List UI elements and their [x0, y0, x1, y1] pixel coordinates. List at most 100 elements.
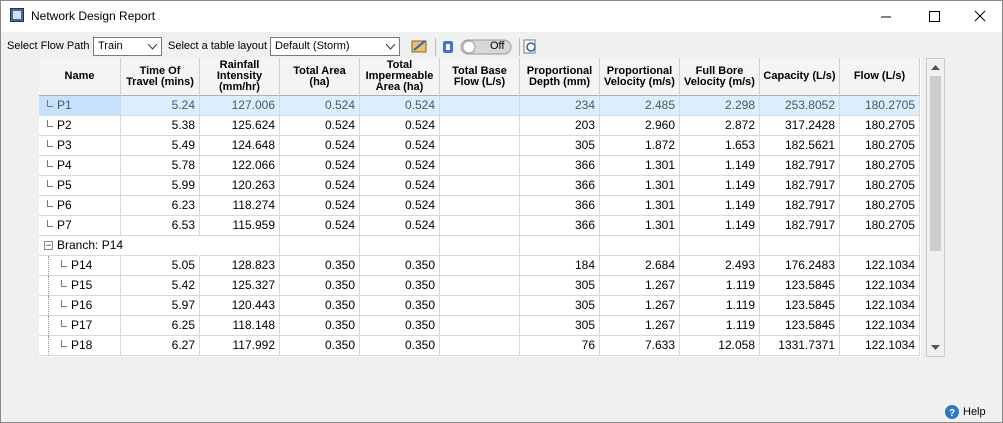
column-header: Total Base Flow (L/s)	[440, 58, 520, 96]
data-cell: 317.2428	[760, 116, 840, 136]
tree-connector	[61, 260, 67, 267]
data-cell: 366	[520, 156, 600, 176]
data-cell: 128.823	[200, 256, 280, 276]
data-cell: 1.119	[680, 296, 760, 316]
data-cell: 234	[520, 96, 600, 116]
toggle-label[interactable]: Off	[490, 40, 505, 52]
tree-connector	[61, 340, 67, 347]
name-cell: P17	[39, 316, 121, 336]
empty-cell	[200, 236, 280, 256]
column-header: Proportional Depth (mm)	[520, 58, 600, 96]
layout-select[interactable]: Default (Storm)	[270, 37, 400, 56]
empty-cell	[360, 236, 440, 256]
data-cell: 117.992	[200, 336, 280, 356]
name-cell: P4	[39, 156, 121, 176]
data-cell: 2.485	[600, 96, 680, 116]
title-bar: Network Design Report	[1, 1, 1002, 32]
data-cell: 182.5621	[760, 136, 840, 156]
data-cell: 0.524	[360, 196, 440, 216]
data-cell: 305	[520, 296, 600, 316]
tree-guide	[48, 276, 49, 296]
data-cell: 1.301	[600, 216, 680, 236]
name-cell: P2	[39, 116, 121, 136]
data-cell: 6.23	[121, 196, 200, 216]
data-cell: 2.684	[600, 256, 680, 276]
data-cell: 123.5845	[760, 296, 840, 316]
data-cell: 184	[520, 256, 600, 276]
name-cell: P3	[39, 136, 121, 156]
data-cell: 115.959	[200, 216, 280, 236]
help-icon[interactable]: ?	[944, 404, 960, 420]
data-cell: 182.7917	[760, 216, 840, 236]
data-cell: 0.524	[360, 156, 440, 176]
tree-connector	[47, 200, 53, 207]
data-cell: 118.274	[200, 196, 280, 216]
tree-guide	[48, 296, 49, 316]
data-cell: 12.058	[680, 336, 760, 356]
scrollbar[interactable]	[926, 58, 945, 357]
name-cell: P6	[39, 196, 121, 216]
data-cell: 0.350	[360, 336, 440, 356]
tree-connector	[61, 280, 67, 287]
data-cell: 0.524	[360, 136, 440, 156]
data-cell: 0.350	[280, 316, 360, 336]
data-cell: 180.2705	[840, 216, 920, 236]
data-cell: 0.350	[280, 296, 360, 316]
empty-cell	[440, 276, 520, 296]
data-cell: 0.524	[360, 96, 440, 116]
data-cell: 253.8052	[760, 96, 840, 116]
name-cell: P18	[39, 336, 121, 356]
data-cell: 6.25	[121, 316, 200, 336]
data-cell: 0.524	[360, 176, 440, 196]
tree-guide	[48, 256, 49, 276]
empty-cell	[440, 316, 520, 336]
toolbar-icons[interactable]	[409, 37, 544, 57]
data-cell: 123.5845	[760, 316, 840, 336]
name-cell: P14	[39, 256, 121, 276]
column-header: Proportional Velocity (m/s)	[600, 58, 680, 96]
help-link[interactable]: Help	[963, 406, 986, 418]
empty-cell	[600, 236, 680, 256]
name-cell: P7	[39, 216, 121, 236]
data-cell: 366	[520, 176, 600, 196]
data-cell: 180.2705	[840, 116, 920, 136]
tree-connector	[61, 300, 67, 307]
data-cell: 305	[520, 136, 600, 156]
data-cell: 120.443	[200, 296, 280, 316]
column-header: Rainfall Intensity (mm/hr)	[200, 58, 280, 96]
empty-cell	[440, 136, 520, 156]
data-cell: 5.78	[121, 156, 200, 176]
data-cell: 5.05	[121, 256, 200, 276]
data-cell: 5.24	[121, 96, 200, 116]
column-header: Flow (L/s)	[840, 58, 920, 96]
data-cell: 180.2705	[840, 176, 920, 196]
data-cell: 122.1034	[840, 276, 920, 296]
data-cell: 1.149	[680, 196, 760, 216]
data-cell: 1.149	[680, 176, 760, 196]
data-cell: 0.524	[280, 116, 360, 136]
data-cell: 305	[520, 316, 600, 336]
data-cell: 122.1034	[840, 296, 920, 316]
data-cell: 305	[520, 276, 600, 296]
tree-connector	[47, 100, 53, 107]
data-cell: 122.1034	[840, 336, 920, 356]
collapse-toggle[interactable]: −	[44, 240, 53, 250]
data-cell: 0.524	[280, 216, 360, 236]
empty-cell	[440, 216, 520, 236]
flow-path-select[interactable]: Train	[93, 37, 162, 56]
data-cell: 5.49	[121, 136, 200, 156]
data-cell: 366	[520, 196, 600, 216]
data-cell: 1.119	[680, 316, 760, 336]
data-cell: 123.5845	[760, 276, 840, 296]
column-header: Time Of Travel (mins)	[121, 58, 200, 96]
data-cell: 1.267	[600, 296, 680, 316]
data-grid: Name Time Of Travel (mins) Rainfall Intens…	[39, 58, 921, 357]
window-controls[interactable]	[871, 9, 991, 25]
tree-connector	[47, 120, 53, 127]
data-cell: 1.301	[600, 176, 680, 196]
empty-cell	[440, 296, 520, 316]
empty-cell	[280, 236, 360, 256]
tree-guide	[48, 336, 49, 356]
data-cell: 1.267	[600, 316, 680, 336]
